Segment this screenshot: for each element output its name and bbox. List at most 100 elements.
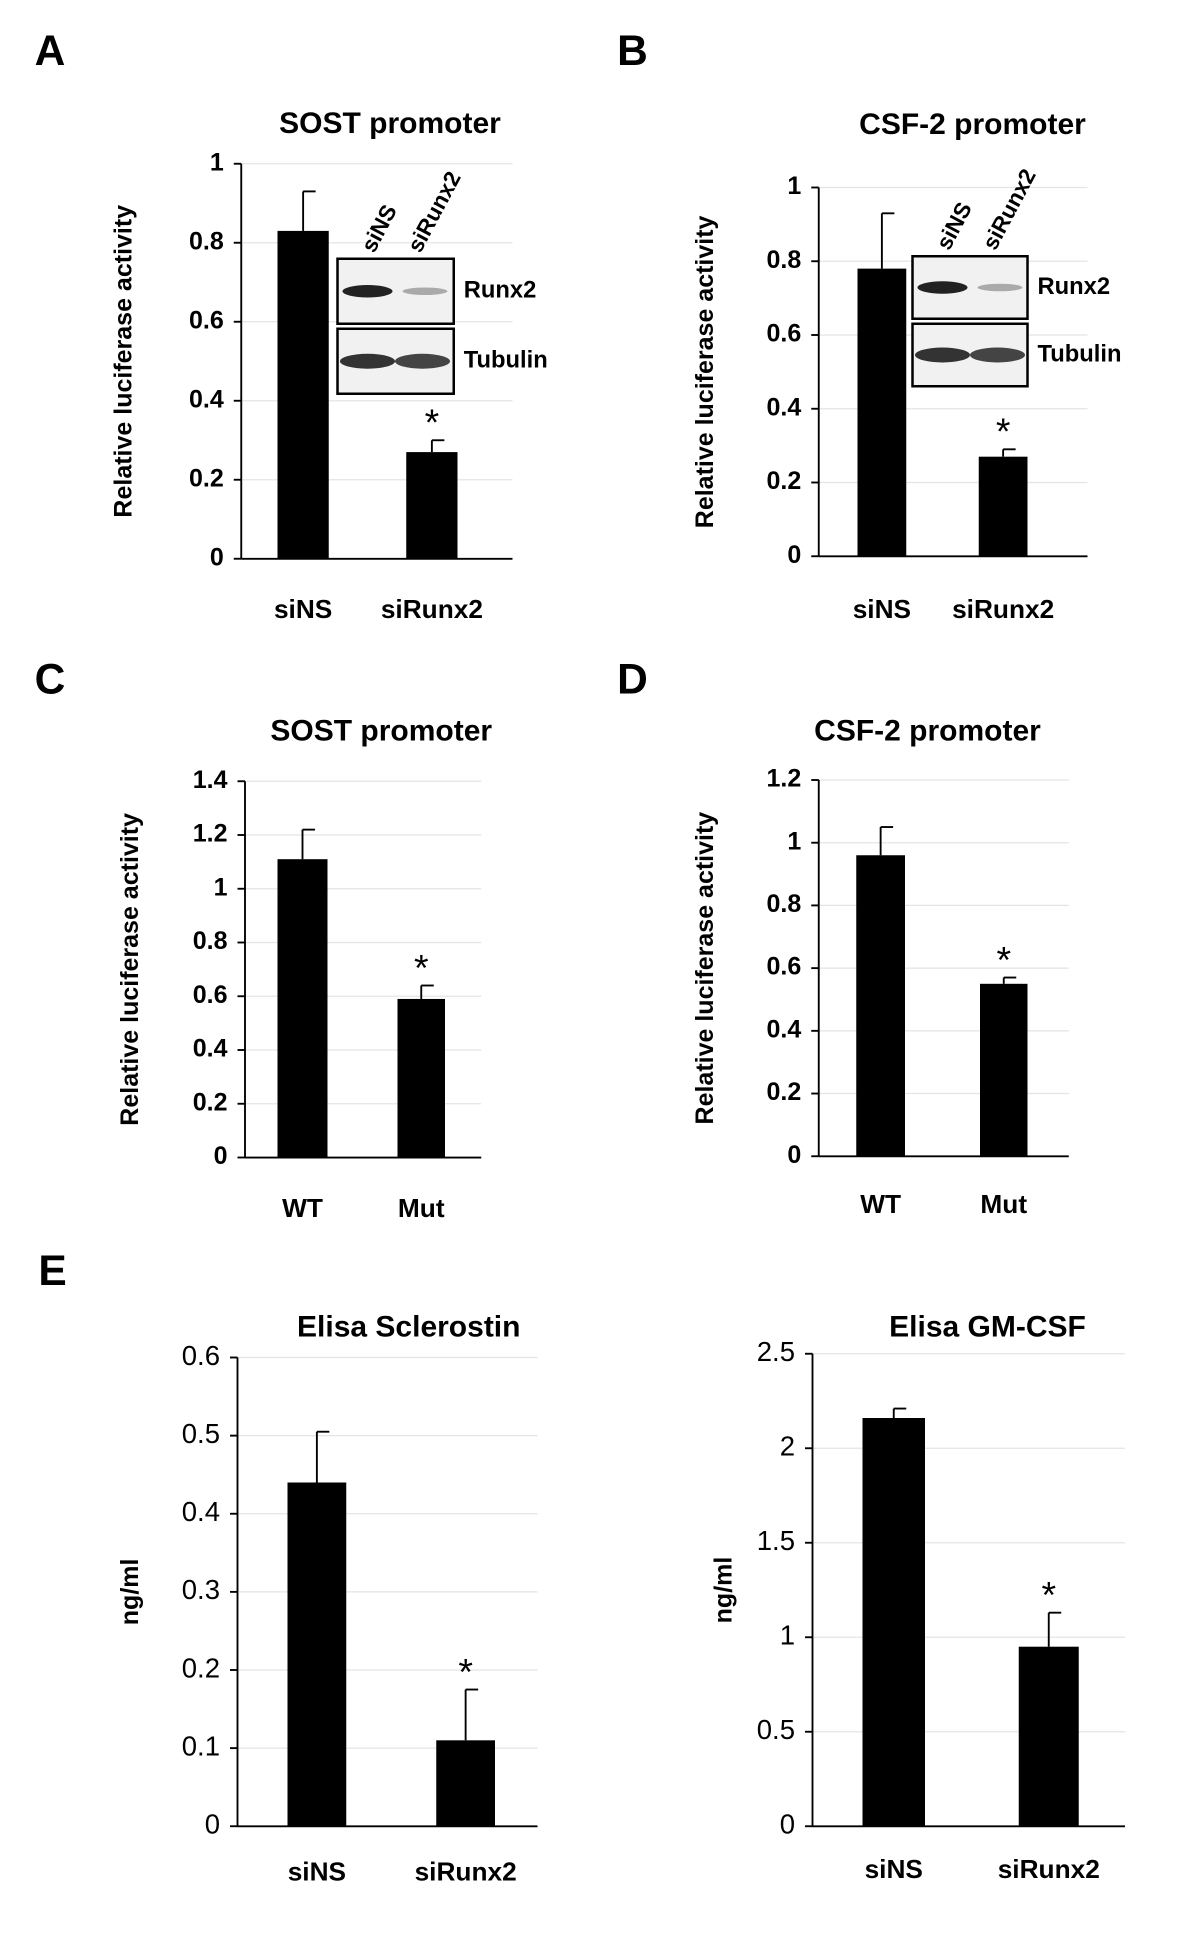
y-tick-label: 0.8 (189, 227, 224, 255)
panel-label: C (35, 657, 66, 704)
bar (862, 1418, 925, 1827)
y-tick-label: 0.2 (189, 464, 224, 492)
y-tick-label: 1.2 (766, 765, 801, 793)
x-tick-label: siRunx2 (415, 1857, 517, 1887)
y-tick-label: 0.2 (766, 1078, 801, 1106)
blot-band (402, 287, 448, 295)
lane-label: siRunx2 (978, 165, 1041, 254)
y-tick-label: 0.2 (182, 1652, 220, 1683)
significance-star: * (1041, 1574, 1056, 1616)
y-tick-label: 0.2 (766, 467, 801, 495)
y-tick-label: 1.5 (757, 1525, 795, 1556)
y-tick-label: 1 (210, 148, 224, 176)
y-tick-label: 1 (787, 172, 801, 200)
y-tick-label: 0.8 (766, 890, 801, 918)
y-axis-label: ng/ml (116, 1559, 144, 1626)
y-tick-label: 0 (780, 1809, 795, 1840)
y-tick-label: 0.4 (193, 1035, 228, 1063)
y-axis-label: Relative luciferase activity (110, 205, 138, 518)
y-tick-label: 0.8 (193, 927, 228, 955)
bar (1018, 1646, 1079, 1827)
x-tick-label: siNS (288, 1857, 346, 1887)
y-tick-label: 0 (214, 1142, 228, 1170)
panel-label: D (617, 657, 648, 704)
y-tick-label: 0.6 (766, 320, 801, 348)
lane-label: siNS (356, 200, 402, 256)
y-tick-label: 0.6 (182, 1340, 220, 1371)
chart-title: SOST promoter (270, 714, 492, 747)
x-tick-label: siNS (865, 1854, 923, 1884)
chart-title: Elisa GM-CSF (889, 1311, 1086, 1344)
blot-band (342, 285, 393, 298)
bar (978, 456, 1028, 557)
bar (980, 983, 1028, 1157)
x-tick-label: Mut (398, 1193, 445, 1223)
bar (277, 859, 328, 1158)
y-tick-label: 0.4 (766, 1015, 801, 1043)
band-label: Runx2 (464, 277, 537, 304)
x-tick-label: WT (282, 1193, 323, 1223)
y-axis-label: Relative luciferase activity (691, 215, 719, 528)
y-tick-label: 1.2 (193, 820, 228, 848)
y-tick-label: 1 (214, 873, 228, 901)
y-tick-label: 1 (787, 827, 801, 855)
x-tick-label: Mut (980, 1189, 1027, 1219)
y-tick-label: 0.5 (182, 1418, 220, 1449)
y-tick-label: 0.5 (757, 1714, 795, 1745)
blot-band (970, 347, 1025, 363)
band-label: Tubulin (1038, 340, 1122, 367)
bar (406, 452, 458, 559)
bar (277, 230, 329, 559)
panel-label: A (35, 28, 66, 75)
y-tick-label: 0 (787, 541, 801, 569)
chart-title: Elisa Sclerostin (297, 1311, 520, 1344)
blot-band (340, 353, 395, 369)
y-tick-label: 0.8 (766, 246, 801, 274)
y-tick-label: 0.6 (189, 306, 224, 334)
panel-label: B (617, 28, 648, 75)
y-tick-label: 2.5 (757, 1336, 795, 1367)
y-tick-label: 0.4 (766, 393, 801, 421)
bar (436, 1740, 495, 1827)
blot-band (395, 353, 450, 369)
lane-label: siNS (931, 198, 977, 254)
y-tick-label: 0.3 (182, 1574, 220, 1605)
significance-star: * (458, 1650, 473, 1692)
y-tick-label: 0.2 (193, 1088, 228, 1116)
y-tick-label: 0.6 (193, 981, 228, 1009)
bar (857, 268, 907, 557)
y-tick-label: 0.1 (182, 1730, 220, 1761)
significance-star: * (425, 401, 440, 443)
band-label: Tubulin (464, 347, 548, 374)
y-tick-label: 1 (780, 1620, 795, 1651)
chart-title: CSF-2 promoter (814, 714, 1041, 747)
y-tick-label: 1.4 (193, 766, 228, 794)
blot-band (917, 281, 968, 294)
bar (287, 1482, 347, 1827)
x-tick-label: siRunx2 (998, 1854, 1100, 1884)
significance-star: * (996, 410, 1011, 452)
y-axis-label: Relative luciferase activity (691, 812, 719, 1125)
x-tick-label: WT (860, 1189, 901, 1219)
y-tick-label: 2 (780, 1431, 795, 1462)
chart-title: SOST promoter (279, 107, 501, 140)
significance-star: * (996, 938, 1011, 980)
y-tick-label: 0 (210, 543, 224, 571)
y-tick-label: 0 (787, 1141, 801, 1169)
y-tick-label: 0.6 (766, 953, 801, 981)
chart-title: CSF-2 promoter (859, 108, 1086, 141)
band-label: Runx2 (1038, 273, 1111, 300)
y-axis-label: Relative luciferase activity (116, 813, 144, 1126)
panel-label: E (38, 1248, 66, 1295)
blot-band (977, 283, 1023, 292)
bar (856, 855, 905, 1157)
bar (397, 998, 445, 1158)
significance-star: * (414, 946, 429, 988)
x-tick-label: siNS (274, 594, 332, 624)
y-axis-label: ng/ml (710, 1557, 738, 1624)
x-tick-label: siRunx2 (952, 594, 1054, 624)
y-tick-label: 0 (205, 1809, 220, 1840)
y-tick-label: 0.4 (182, 1496, 220, 1527)
x-tick-label: siRunx2 (381, 594, 483, 624)
